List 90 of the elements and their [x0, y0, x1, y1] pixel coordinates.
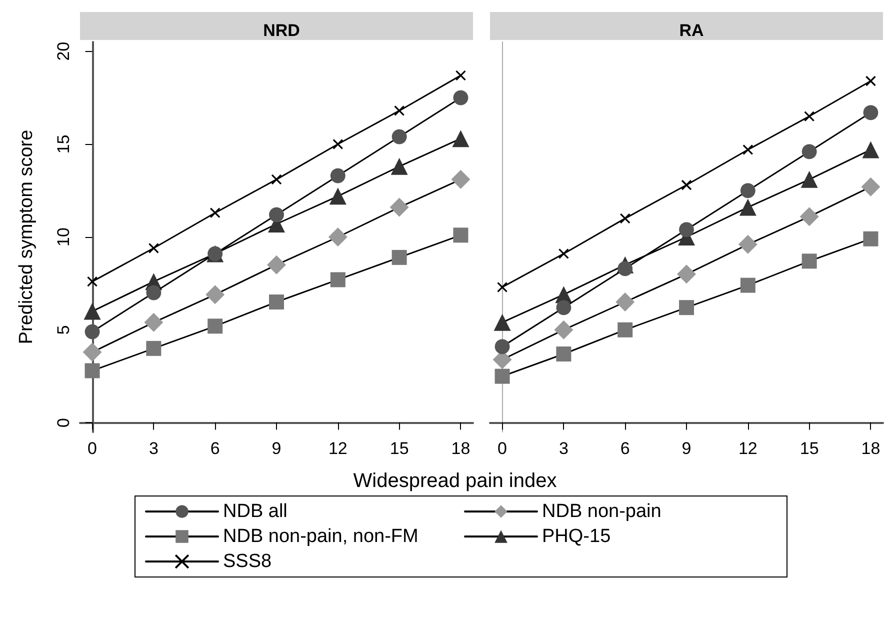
point — [800, 170, 818, 188]
point — [620, 213, 630, 224]
point — [558, 248, 569, 260]
point — [616, 292, 635, 312]
point — [146, 340, 162, 356]
y-axis-title: Predicted symptom score — [16, 130, 37, 344]
point — [84, 363, 100, 378]
point — [269, 294, 284, 310]
point — [84, 302, 101, 320]
point — [271, 174, 282, 185]
x-tick-label: 3 — [558, 439, 568, 458]
point — [740, 183, 756, 198]
x-tick-label: 12 — [328, 439, 348, 458]
x-tick-label: 6 — [210, 439, 220, 458]
point — [84, 324, 100, 340]
point — [86, 276, 98, 287]
point — [210, 208, 220, 218]
point — [800, 207, 819, 226]
point — [740, 278, 756, 293]
y-tick-label: 15 — [54, 134, 73, 154]
point — [144, 312, 164, 332]
y-tick-label: 5 — [54, 325, 73, 335]
x-tick-label: 6 — [620, 439, 630, 458]
x-tick-label: 18 — [451, 439, 470, 458]
point — [452, 130, 470, 148]
point — [82, 342, 102, 362]
point — [390, 158, 408, 175]
point — [556, 300, 572, 316]
point — [392, 250, 407, 265]
point — [804, 110, 815, 122]
point — [865, 76, 876, 86]
legend-label: PHQ-15 — [542, 526, 611, 547]
point — [390, 198, 409, 217]
point — [269, 207, 284, 222]
x-tick-label: 15 — [390, 439, 409, 458]
point — [496, 282, 508, 292]
point — [330, 168, 346, 184]
chart-title: RA — [679, 21, 704, 40]
point — [148, 242, 159, 254]
point — [394, 105, 405, 116]
point — [453, 90, 468, 106]
x-tick-label: 9 — [272, 439, 282, 458]
point — [328, 228, 348, 246]
point — [206, 285, 225, 304]
point — [677, 264, 696, 284]
point — [802, 144, 817, 160]
chart-title: NRD — [263, 21, 300, 40]
point — [330, 272, 346, 288]
point — [862, 141, 880, 158]
point — [554, 320, 574, 340]
point — [742, 144, 754, 156]
x-tick-label: 15 — [800, 439, 819, 458]
point — [861, 177, 880, 196]
y-tick-label: 0 — [54, 418, 73, 428]
x-tick-label: 9 — [682, 439, 692, 458]
legend-label: SSS8 — [223, 551, 272, 572]
x-tick-label: 12 — [738, 439, 758, 458]
point — [618, 261, 633, 276]
point — [494, 339, 510, 354]
point — [453, 228, 468, 243]
point — [494, 314, 511, 331]
x-tick-label: 0 — [88, 439, 98, 458]
x-tick-label: 3 — [148, 439, 158, 458]
point — [332, 138, 344, 150]
point — [679, 300, 694, 316]
x-tick-label: 0 — [498, 439, 508, 458]
point — [494, 368, 510, 384]
legend-label: NDB non-pain — [542, 501, 662, 522]
point — [738, 234, 758, 254]
point — [863, 231, 878, 246]
point — [392, 129, 407, 144]
point — [681, 180, 692, 190]
point — [739, 198, 756, 216]
legend-label: NDB non-pain, non-FM — [223, 526, 418, 547]
x-axis-title: Widespread pain index — [353, 470, 557, 492]
y-tick-label: 20 — [54, 42, 73, 61]
point — [267, 255, 286, 274]
point — [802, 254, 817, 269]
point — [208, 318, 223, 334]
legend-label: NDB all — [223, 501, 288, 522]
point — [451, 170, 470, 189]
y-tick-label: 10 — [54, 228, 73, 246]
point — [556, 346, 572, 362]
point — [863, 105, 878, 120]
point — [146, 285, 162, 300]
point — [455, 70, 466, 81]
point — [329, 188, 346, 205]
point — [679, 222, 694, 238]
x-tick-label: 18 — [861, 439, 880, 458]
point — [618, 322, 633, 338]
